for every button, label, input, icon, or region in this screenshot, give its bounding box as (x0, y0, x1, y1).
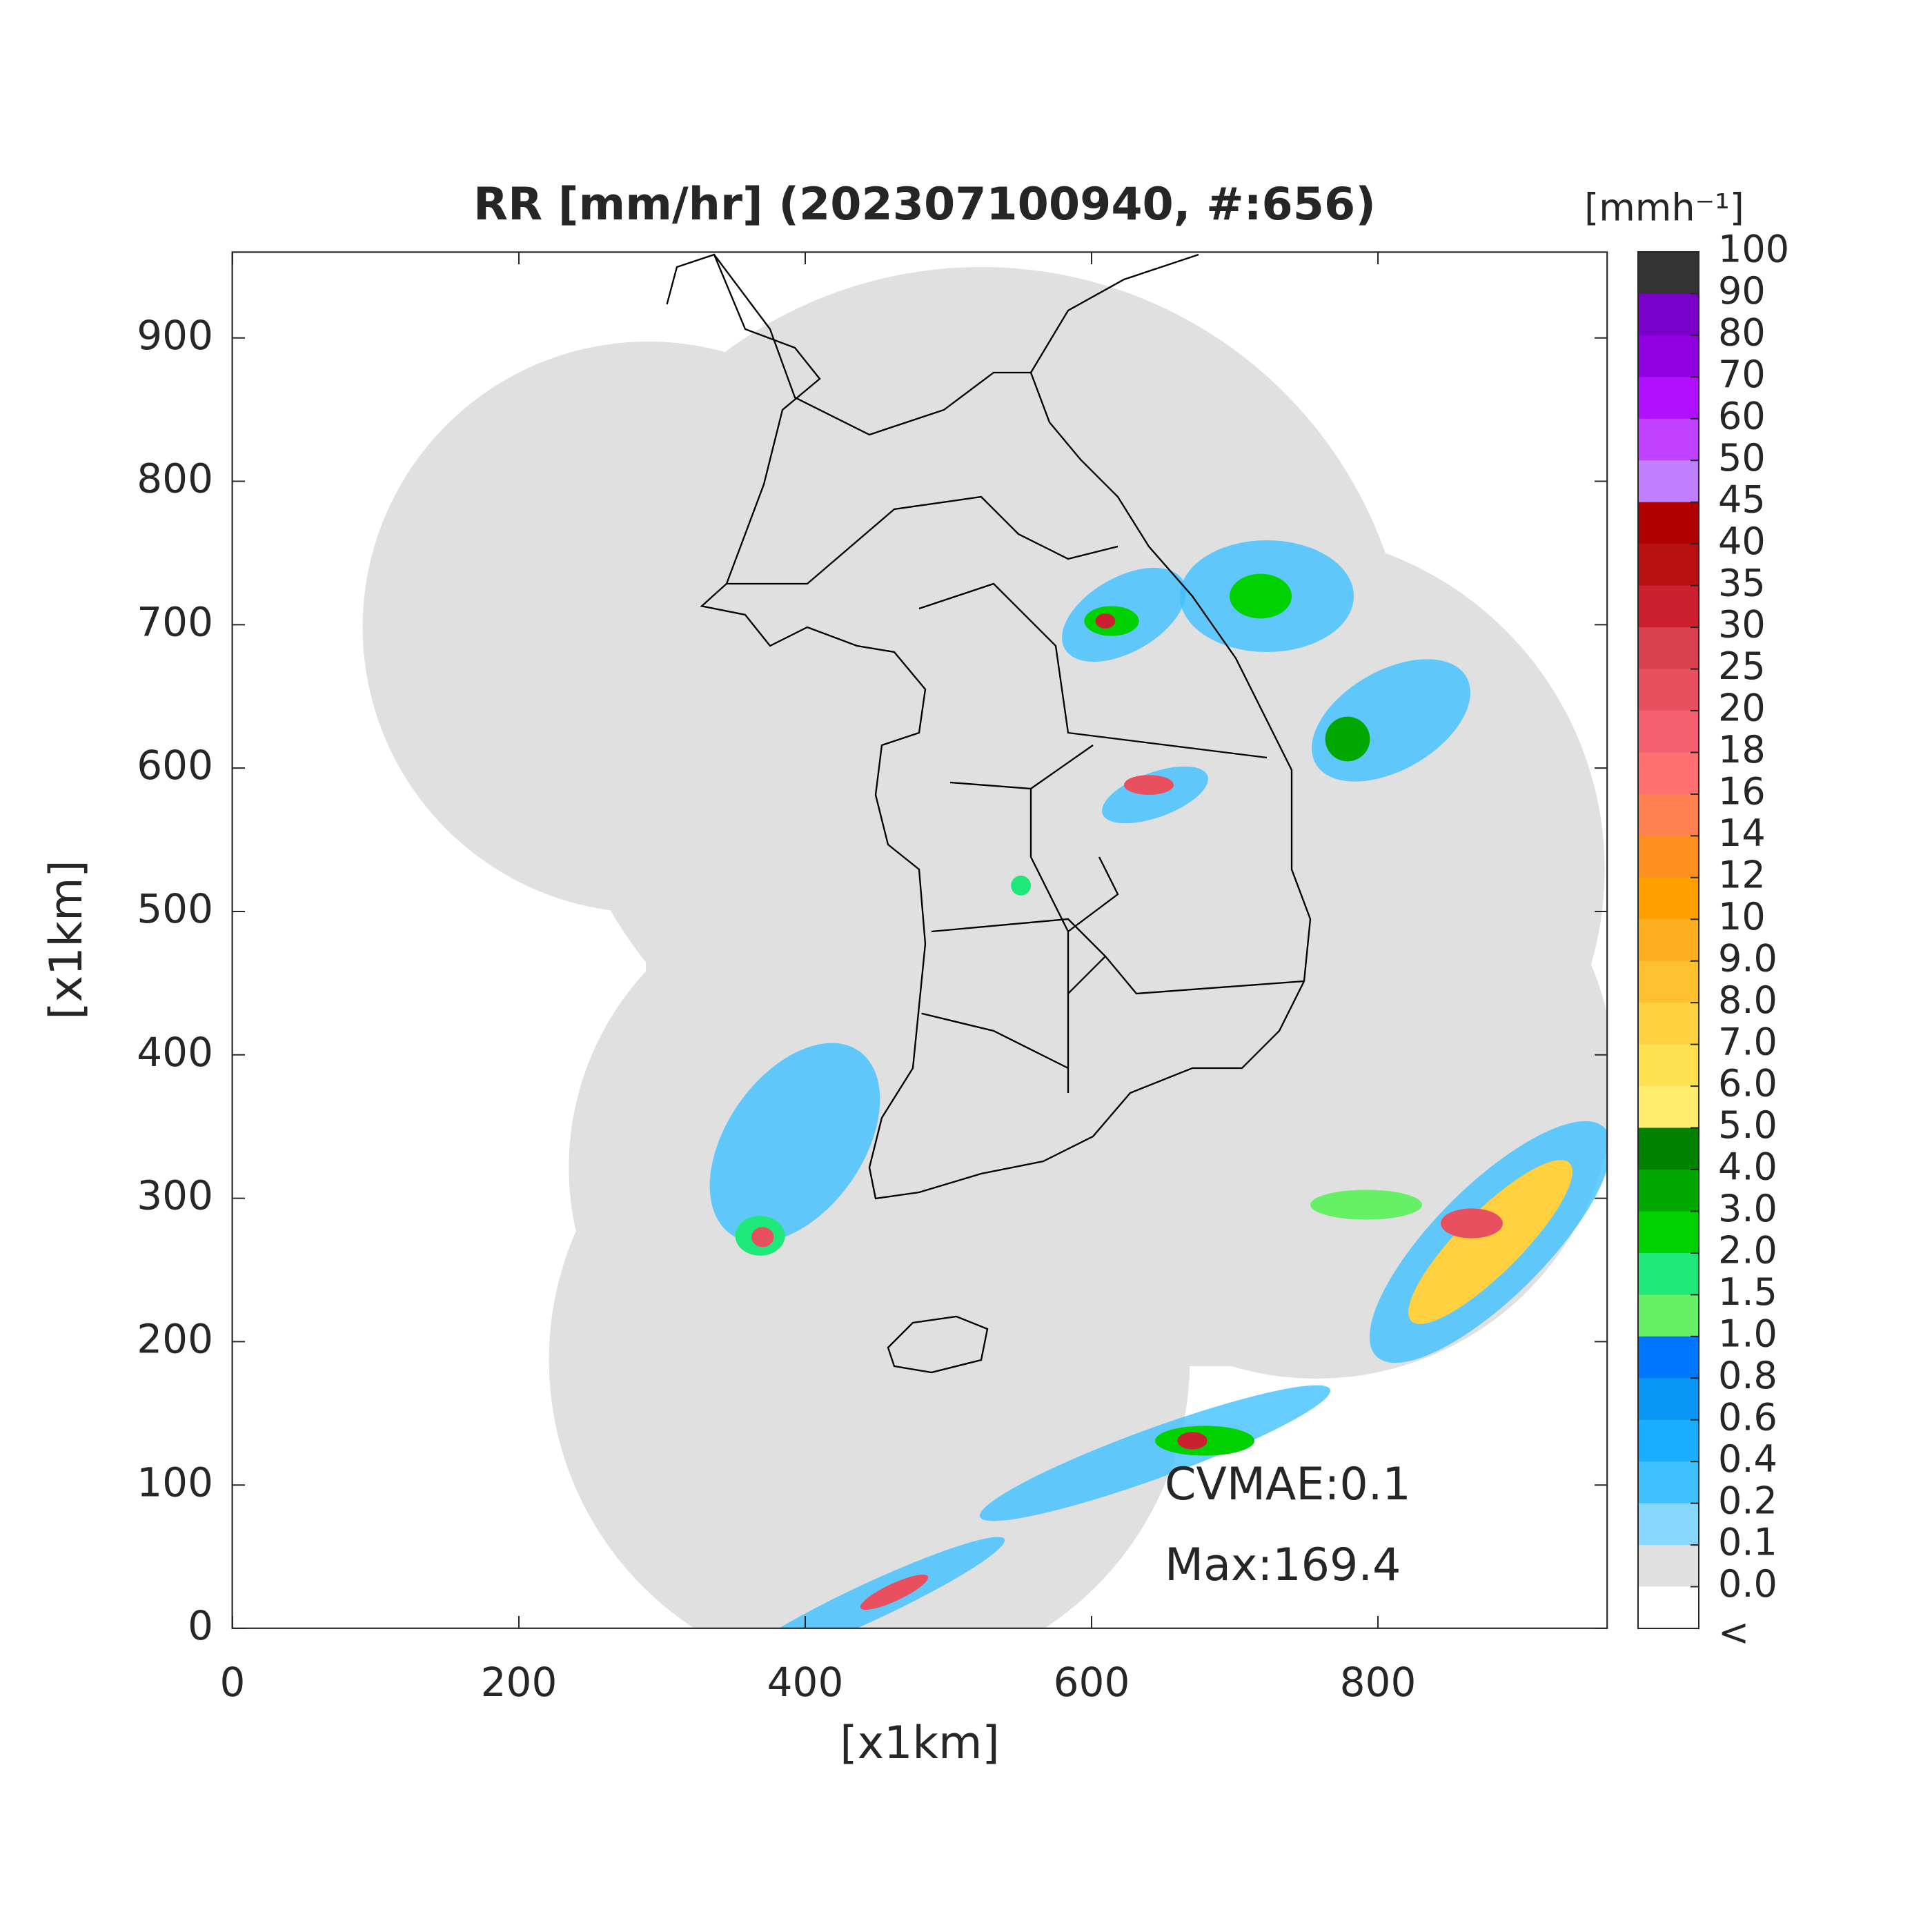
colorbar-swatch (1638, 1044, 1699, 1087)
y-tick-label: 400 (137, 1029, 213, 1076)
map (231, 251, 1608, 1629)
colorbar-tick-label: 4.0 (1718, 1145, 1777, 1189)
colorbar-tick-label: 0.6 (1718, 1395, 1777, 1439)
colorbar-swatch (1638, 1378, 1699, 1421)
colorbar-swatch (1638, 502, 1699, 544)
colorbar-swatch (1638, 793, 1699, 836)
x-tick-label: 200 (481, 1659, 558, 1706)
colorbar-swatch (1638, 1336, 1699, 1379)
x-tick-label: 400 (767, 1659, 844, 1706)
annotation: CVMAE:0.1 (1165, 1459, 1411, 1510)
colorbar-swatch (1638, 1545, 1699, 1588)
colorbar-swatch (1638, 877, 1699, 920)
colorbar-tick-label: 90 (1718, 269, 1766, 313)
colorbar-tick-label: 20 (1718, 687, 1766, 730)
colorbar-tick-label: 50 (1718, 436, 1766, 480)
colorbar-tick-label: 3.0 (1718, 1187, 1777, 1230)
y-tick-label: 700 (137, 598, 213, 645)
colorbar-tick-label: 7.0 (1718, 1020, 1777, 1063)
colorbar-tick-label: 10 (1718, 895, 1766, 938)
colorbar-tick-label: 40 (1718, 520, 1766, 563)
colorbar-tick-label: 0.8 (1718, 1354, 1777, 1397)
axes-box (231, 251, 1608, 1629)
colorbar-swatch (1638, 919, 1699, 962)
colorbar-tick-label: 0.1 (1718, 1521, 1777, 1564)
rain-echoes (709, 540, 1608, 1628)
colorbar-swatch (1638, 1419, 1699, 1462)
colorbar-tick-label: 18 (1718, 728, 1766, 771)
colorbar-tick-label: 1.5 (1718, 1270, 1777, 1314)
colorbar-swatch (1638, 1170, 1699, 1212)
y-tick-label: 600 (137, 742, 213, 789)
y-tick-label: 100 (137, 1459, 213, 1506)
colorbar-tick-label: 0.4 (1718, 1437, 1777, 1481)
colorbar-tick-label: 9.0 (1718, 936, 1777, 980)
colorbar-swatch (1638, 711, 1699, 753)
annotation: Max:169.4 (1165, 1539, 1401, 1591)
colorbar-swatch (1638, 1003, 1699, 1045)
colorbar-tick-label: 60 (1718, 394, 1766, 437)
colorbar-swatch (1638, 1586, 1699, 1629)
y-tick-label: 300 (137, 1172, 213, 1219)
colorbar-swatch (1638, 293, 1699, 336)
y-tick-label: 900 (137, 312, 213, 359)
colorbar-swatch (1638, 335, 1699, 377)
colorbar-tick-label: 16 (1718, 770, 1766, 814)
colorbar-tick-label: < (1718, 1611, 1749, 1655)
colorbar-swatch (1638, 752, 1699, 795)
coastlines (666, 253, 1312, 1374)
colorbar-swatch (1638, 1503, 1699, 1546)
y-tick-label: 500 (137, 885, 213, 932)
colorbar-swatch (1638, 960, 1699, 1003)
colorbar-tick-label: 0.0 (1718, 1562, 1777, 1606)
colorbar-label: [mmh⁻¹] (1584, 186, 1744, 230)
colorbar-tick-label: 25 (1718, 644, 1766, 688)
colorbar-swatch (1638, 252, 1699, 294)
radar-coverage (362, 267, 1608, 1628)
colorbar-tick-label: 8.0 (1718, 978, 1777, 1022)
colorbar-tick-label: 80 (1718, 311, 1766, 355)
colorbar-swatch (1638, 669, 1699, 711)
colorbar-tick-label: 0.2 (1718, 1479, 1777, 1522)
colorbar-tick-label: 100 (1718, 228, 1789, 271)
colorbar-frame (1637, 251, 1699, 1629)
y-tick-label: 800 (137, 455, 213, 502)
colorbar-swatch (1638, 460, 1699, 503)
colorbar-tick-label: 2.0 (1718, 1229, 1777, 1272)
colorbar-tick-label: 12 (1718, 853, 1766, 896)
colorbar-tick-label: 35 (1718, 561, 1766, 604)
radar-field (362, 253, 1608, 1628)
colorbar-tick-label: 14 (1718, 811, 1766, 855)
colorbar-swatch (1638, 1086, 1699, 1129)
x-tick-label: 600 (1054, 1659, 1130, 1706)
colorbar-swatch (1638, 1211, 1699, 1254)
colorbar-tick-label: 30 (1718, 603, 1766, 647)
chart-title: RR [mm/hr] (202307100940, #:656) (473, 179, 1376, 230)
x-tick-label: 0 (220, 1659, 246, 1706)
colorbar-swatch (1638, 418, 1699, 461)
colorbar-swatch (1638, 1461, 1699, 1504)
colorbar-swatch (1638, 836, 1699, 878)
colorbar-swatch (1638, 585, 1699, 628)
colorbar-swatch (1638, 627, 1699, 670)
x-axis-label: [x1km] (840, 1717, 1000, 1769)
y-axis-label: [x1km] (41, 860, 92, 1020)
y-tick-label: 200 (137, 1315, 213, 1362)
colorbar-tick-label: 1.0 (1718, 1312, 1777, 1355)
colorbar-tick-label: 70 (1718, 353, 1766, 396)
colorbar-swatch (1638, 377, 1699, 420)
colorbar-tick-label: 5.0 (1718, 1103, 1777, 1147)
colorbar-tick-label: 6.0 (1718, 1062, 1777, 1105)
colorbar-tick-label: 45 (1718, 477, 1766, 521)
colorbar-swatch (1638, 1127, 1699, 1170)
colorbar-swatch (1638, 1294, 1699, 1337)
colorbar-swatch (1638, 544, 1699, 586)
x-tick-label: 800 (1340, 1659, 1417, 1706)
y-tick-label: 0 (188, 1602, 213, 1649)
colorbar-swatch (1638, 1252, 1699, 1295)
